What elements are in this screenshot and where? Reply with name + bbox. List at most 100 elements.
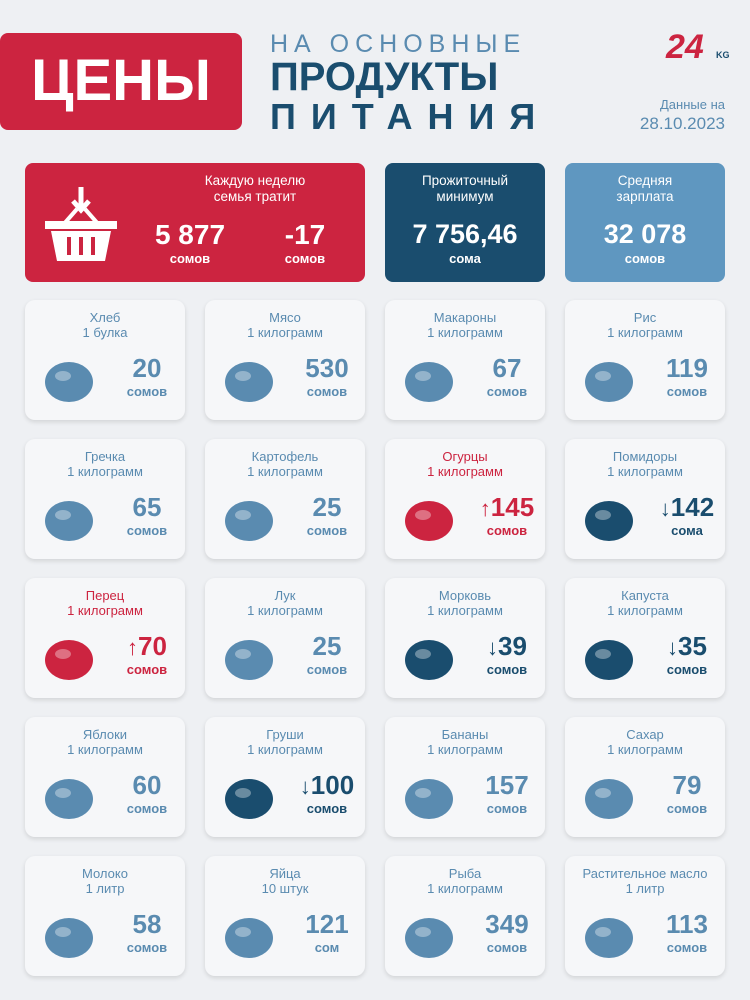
salary-value: 32 078 [603, 219, 687, 249]
minimum-box: Прожиточный минимум 7 756,46 сома [385, 163, 545, 282]
price-value: 25 [312, 492, 342, 522]
product-card: Капуста 1 килограмм ↓35 сомов [565, 578, 725, 698]
product-icon [225, 640, 273, 680]
product-quantity: 1 килограмм [427, 881, 503, 896]
product-icon [45, 362, 93, 402]
salary-box: Средняя зарплата 32 078 сомов [565, 163, 725, 282]
product-unit: сомов [126, 801, 168, 816]
trend-arrow: ↑ [479, 496, 491, 521]
product-label: Капуста 1 килограмм [565, 588, 725, 618]
product-label: Рыба 1 килограмм [385, 866, 545, 896]
product-name: Перец [85, 588, 125, 603]
product-quantity: 1 литр [85, 881, 125, 896]
product-label: Перец 1 килограмм [25, 588, 185, 618]
date: 28.10.2023 [639, 114, 725, 133]
trend-arrow: ↓ [667, 635, 679, 660]
product-label: Картофель 1 килограмм [205, 449, 365, 479]
product-unit: сомов [306, 523, 348, 538]
price-value: 35 [678, 631, 707, 661]
label-line: Средняя [617, 173, 673, 188]
product-label: Молоко 1 литр [25, 866, 185, 896]
label-line: минимум [436, 189, 494, 204]
product-unit: сомов [486, 662, 528, 677]
product-icon [45, 918, 93, 958]
product-card: Рис 1 килограмм 119 сомов [565, 300, 725, 420]
product-quantity: 1 килограмм [247, 464, 323, 479]
label-line: Каждую неделю [204, 173, 306, 188]
salary-label: Средняя зарплата [565, 173, 725, 205]
product-card: Огурцы 1 килограмм ↑145 сомов [385, 439, 545, 559]
product-quantity: 1 булка [82, 325, 128, 340]
product-name: Лук [274, 588, 296, 603]
product-quantity: 1 килограмм [607, 742, 683, 757]
price-value: 113 [666, 909, 708, 939]
product-quantity: 1 килограмм [427, 603, 503, 618]
price-value: 142 [670, 492, 715, 522]
product-price: 530 [289, 354, 365, 382]
product-name: Капуста [621, 588, 669, 603]
product-quantity: 1 килограмм [427, 325, 503, 340]
weekly-change: -17 [284, 219, 326, 250]
product-label: Лук 1 килограмм [205, 588, 365, 618]
product-icon [405, 779, 453, 819]
product-price: 58 [109, 910, 185, 938]
product-card: Бананы 1 килограмм 157 сомов [385, 717, 545, 837]
basket-icon [45, 187, 117, 261]
product-icon [585, 779, 633, 819]
product-icon [225, 501, 273, 541]
product-quantity: 1 килограмм [247, 325, 323, 340]
product-unit: сомов [666, 801, 708, 816]
product-card: Хлеб 1 булка 20 сомов [25, 300, 185, 420]
product-icon [225, 362, 273, 402]
price-value: 65 [132, 492, 162, 522]
product-unit: сом [314, 940, 340, 955]
product-label: Мясо 1 килограмм [205, 310, 365, 340]
product-label: Груши 1 килограмм [205, 727, 365, 757]
price-value: 119 [666, 353, 708, 383]
subtitle: НА ОСНОВНЫЕ [270, 30, 527, 58]
subtitle: ПРОДУКТЫ [270, 55, 499, 99]
product-quantity: 1 килограмм [427, 464, 503, 479]
product-label: Бананы 1 килограмм [385, 727, 545, 757]
product-unit: сомов [486, 523, 528, 538]
price-value: 39 [498, 631, 527, 661]
product-unit: сомов [486, 384, 528, 399]
product-card: Перец 1 килограмм ↑70 сомов [25, 578, 185, 698]
weekly-change-unit: сомов [284, 251, 326, 266]
product-price: 113 [649, 910, 725, 938]
product-unit: сомов [306, 662, 348, 677]
product-icon [585, 640, 633, 680]
minimum-unit: сома [449, 251, 481, 266]
product-name: Мясо [269, 310, 301, 325]
product-label: Огурцы 1 килограмм [385, 449, 545, 479]
product-label: Растительное масло 1 литр [565, 866, 725, 896]
label-line: Прожиточный [421, 173, 509, 188]
trend-arrow: ↓ [487, 635, 499, 660]
price-value: 58 [132, 909, 162, 939]
product-card: Груши 1 килограмм ↓100 сомов [205, 717, 365, 837]
product-name: Яблоки [82, 727, 128, 742]
product-label: Гречка 1 килограмм [25, 449, 185, 479]
label-line: семья тратит [213, 189, 297, 204]
product-quantity: 1 килограмм [607, 325, 683, 340]
product-label: Яблоки 1 килограмм [25, 727, 185, 757]
product-price: 157 [469, 771, 545, 799]
product-icon [405, 362, 453, 402]
product-card: Макароны 1 килограмм 67 сомов [385, 300, 545, 420]
product-label: Яйца 10 штук [205, 866, 365, 896]
trend-arrow: ↓ [659, 496, 671, 521]
product-card: Яблоки 1 килограмм 60 сомов [25, 717, 185, 837]
product-price: 65 [109, 493, 185, 521]
minimum-label: Прожиточный минимум [385, 173, 545, 205]
product-icon [45, 501, 93, 541]
product-name: Яйца [269, 866, 301, 881]
product-unit: сомов [666, 662, 708, 677]
product-card: Помидоры 1 килограмм ↓142 сома [565, 439, 725, 559]
product-label: Рис 1 килограмм [565, 310, 725, 340]
date-label: Данные на [660, 97, 725, 112]
product-price: 121 [289, 910, 365, 938]
product-quantity: 1 килограмм [67, 742, 143, 757]
product-unit: сомов [126, 940, 168, 955]
weekly-label: Каждую неделю семья тратит [155, 173, 355, 205]
product-name: Рис [633, 310, 657, 325]
